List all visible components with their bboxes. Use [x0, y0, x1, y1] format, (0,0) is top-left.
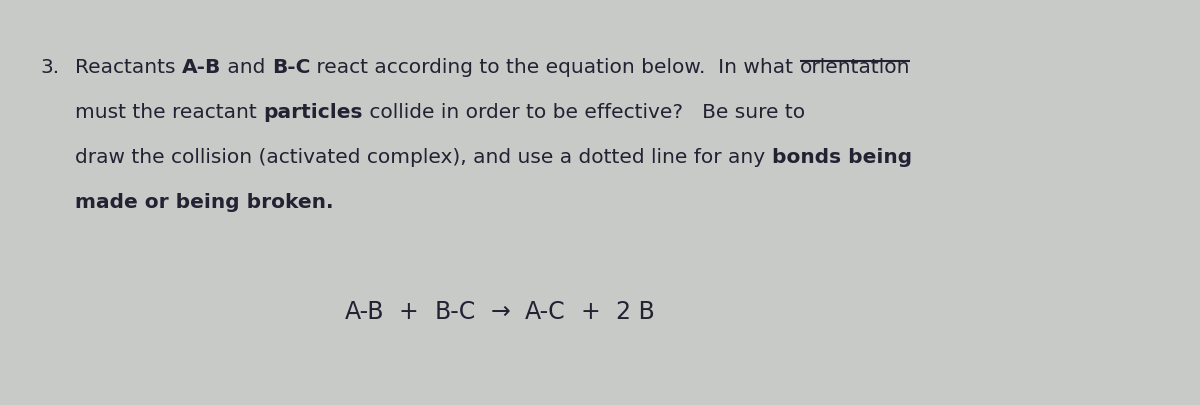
Text: Reactants: Reactants	[74, 58, 182, 77]
Text: +: +	[566, 300, 616, 324]
Text: and: and	[221, 58, 272, 77]
Text: A-B: A-B	[182, 58, 221, 77]
Text: 2 B: 2 B	[616, 300, 654, 324]
Text: A-B: A-B	[346, 300, 384, 324]
Text: +: +	[384, 300, 434, 324]
Text: made or being broken.: made or being broken.	[74, 193, 334, 212]
Text: →: →	[475, 300, 526, 324]
Text: A-C: A-C	[526, 300, 566, 324]
Text: 3.: 3.	[40, 58, 59, 77]
Text: collide in order to be effective?   Be sure to: collide in order to be effective? Be sur…	[362, 103, 805, 122]
Text: particles: particles	[263, 103, 362, 122]
Text: B-C: B-C	[272, 58, 311, 77]
Text: orientation: orientation	[799, 58, 910, 77]
Text: bonds being: bonds being	[772, 148, 912, 167]
Text: B-C: B-C	[434, 300, 475, 324]
Text: must the reactant: must the reactant	[74, 103, 263, 122]
Text: draw the collision (activated complex), and use a dotted line for any: draw the collision (activated complex), …	[74, 148, 772, 167]
Text: react according to the equation below.  In what: react according to the equation below. I…	[311, 58, 799, 77]
